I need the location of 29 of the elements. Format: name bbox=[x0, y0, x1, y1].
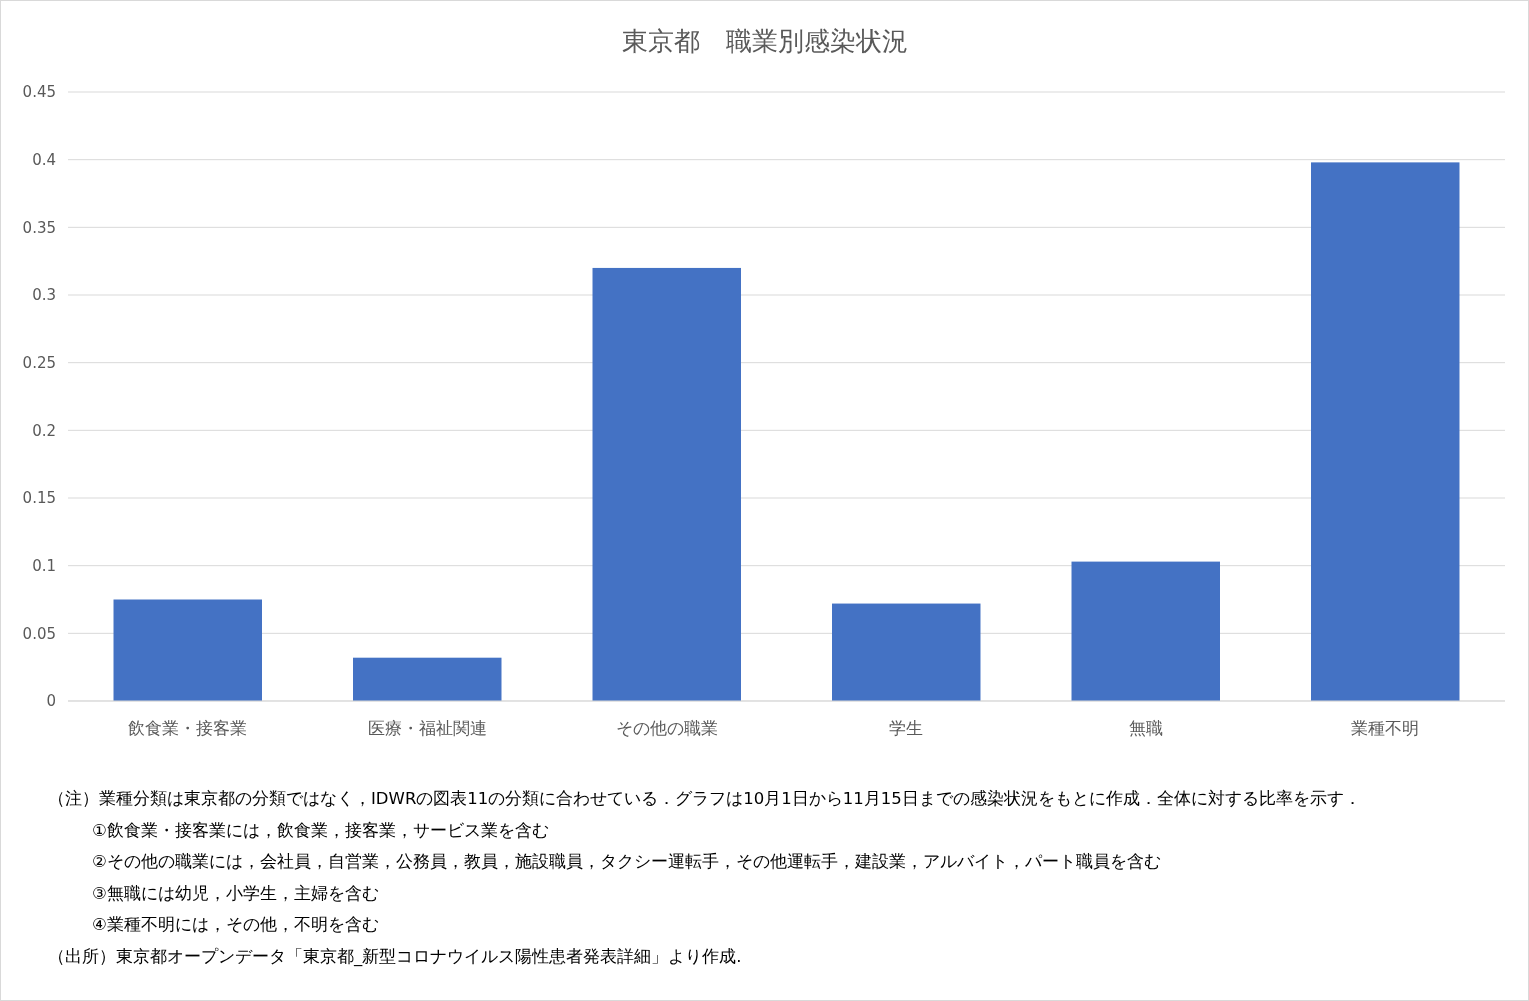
text: ②その他の職業には，会社員，自営業，公務員，教員，施設職員，タクシー運転手，その他運転手，建設業，アルバイト，パート職員を含む bbox=[92, 852, 1161, 871]
y-tick-label: 0.1 bbox=[32, 556, 56, 575]
x-tick-label: 学生 bbox=[889, 718, 924, 738]
text: （出所）東京都オープンデータ「東京都_新型コロナウイルス陽性患者発表詳細」より作成. bbox=[48, 946, 742, 967]
y-tick-label: 0 bbox=[46, 692, 56, 711]
bar bbox=[1071, 561, 1220, 701]
y-tick-label: 0.2 bbox=[32, 421, 56, 440]
y-tick-label: 0.35 bbox=[22, 218, 56, 237]
chart-title: 東京都 職業別感染状況 bbox=[621, 26, 908, 56]
text: ④業種不明には，その他，不明を含む bbox=[92, 915, 379, 934]
x-tick-label: 業種不明 bbox=[1351, 718, 1420, 738]
text: （注）業種分類は東京都の分類ではなく，IDWRの図表11の分類に合わせている．グラフは10月1日から11月15日までの感染状況をもとに作成．全体に対する比率を示す． bbox=[48, 789, 1361, 808]
y-tick-label: 0.05 bbox=[22, 624, 56, 643]
y-tick-label: 0.15 bbox=[22, 489, 56, 508]
y-tick-label: 0.4 bbox=[32, 150, 56, 169]
x-tick-label: 飲食業・接客業 bbox=[128, 718, 248, 738]
bar bbox=[113, 599, 262, 701]
y-tick-label: 0.3 bbox=[32, 286, 56, 305]
text: ①飲食業・接客業には，飲食業，接客業，サービス業を含む bbox=[92, 820, 549, 840]
x-tick-label: 医療・福祉関連 bbox=[367, 718, 487, 738]
bar bbox=[592, 267, 741, 701]
x-tick-label: その他の職業 bbox=[615, 718, 718, 738]
x-tick-label: 無職 bbox=[1128, 718, 1163, 738]
bar bbox=[1311, 162, 1460, 701]
y-tick-label: 0.45 bbox=[22, 83, 56, 102]
bar bbox=[832, 603, 981, 701]
bar bbox=[353, 657, 502, 701]
text: ③無職には幼児，小学生，主婦を含む bbox=[92, 883, 379, 903]
y-tick-label: 0.25 bbox=[22, 353, 56, 372]
